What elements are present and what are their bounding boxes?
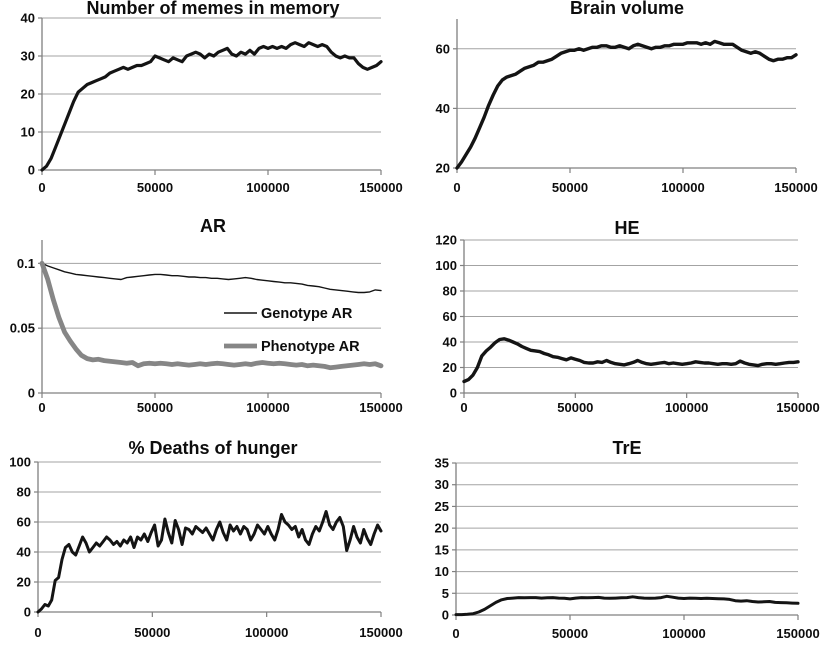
y-tick-label: 25 xyxy=(435,499,449,514)
he-plot: 0 20 40 60 80 100 120 0 50000 100000 150000 xyxy=(435,233,819,416)
y-tick-label: 100 xyxy=(435,258,457,273)
chart-memes-in-memory: Number of memes in memory 0 10 20 30 40 0 5000… xyxy=(0,0,414,215)
x-tick-label: 150000 xyxy=(776,626,819,641)
y-tick-label: 40 xyxy=(21,11,35,26)
tre-plot: 0 5 10 15 20 25 30 35 0 50000 100000 150000 xyxy=(435,456,820,642)
chart-title-memes: Number of memes in memory xyxy=(86,0,340,18)
y-tick-label: 120 xyxy=(435,233,457,248)
ar-plot: 0 0.05 0.1 0 50000 100000 150000 Genotype AR Phe… xyxy=(10,240,403,415)
y-tick-label: 80 xyxy=(443,284,457,299)
series-line-memes-in-memory xyxy=(40,41,383,172)
x-tick-label: 50000 xyxy=(557,400,593,415)
y-tick-label: 5 xyxy=(442,586,449,601)
x-tick-label: 150000 xyxy=(774,180,817,195)
series-line-phenotype-ar xyxy=(39,260,384,371)
x-tick-label: 50000 xyxy=(552,626,588,641)
x-tick-label: 100000 xyxy=(245,625,288,640)
y-tick-label: 0 xyxy=(28,163,35,178)
y-tick-label: 40 xyxy=(17,545,31,560)
y-tick-label: 0.1 xyxy=(17,256,35,271)
x-tick-label: 100000 xyxy=(246,180,289,195)
chart-brain-volume: Brain volume 20 40 60 0 50000 100000 150000 xyxy=(414,0,828,215)
y-tick-label: 30 xyxy=(435,477,449,492)
x-tick-label: 0 xyxy=(453,180,460,195)
y-tick-label: 20 xyxy=(443,360,457,375)
chart-title-deaths: % Deaths of hunger xyxy=(128,438,298,458)
x-tick-label: 100000 xyxy=(246,400,289,415)
y-tick-label: 20 xyxy=(17,575,31,590)
x-tick-label: 0 xyxy=(452,626,459,641)
y-tick-label: 60 xyxy=(17,515,31,530)
y-tick-label: 35 xyxy=(435,456,449,471)
x-tick-label: 0 xyxy=(38,180,45,195)
chart-title-ar: AR xyxy=(200,216,226,236)
x-tick-label: 0 xyxy=(38,400,45,415)
series-line-tre xyxy=(454,594,800,617)
y-tick-label: 15 xyxy=(435,542,449,557)
chart-title-he: HE xyxy=(614,218,640,238)
memes-plot: 0 10 20 30 40 0 50000 100000 150000 xyxy=(21,11,403,196)
y-tick-label: 0 xyxy=(442,608,449,623)
y-tick-label: 40 xyxy=(436,101,450,116)
y-tick-label: 0.05 xyxy=(10,321,35,336)
legend-label: Genotype AR xyxy=(261,306,353,322)
y-tick-label: 20 xyxy=(21,87,35,102)
chart-title-tre: TrE xyxy=(612,438,642,458)
x-tick-label: 50000 xyxy=(137,400,173,415)
chart-ar: AR 0 0.05 0.1 0 50000 100000 150000 Genotype AR… xyxy=(0,215,414,430)
brain-volume-plot: 20 40 60 0 50000 100000 150000 xyxy=(436,19,818,195)
x-tick-label: 150000 xyxy=(359,400,402,415)
x-tick-label: 150000 xyxy=(359,180,402,195)
chart-tre: TrE 0 5 10 15 20 25 30 35 0 50000 100000 150000 xyxy=(414,430,828,646)
y-tick-label: 60 xyxy=(443,309,457,324)
x-tick-label: 50000 xyxy=(552,180,588,195)
chart-title-brain-volume: Brain volume xyxy=(569,0,685,18)
y-tick-label: 30 xyxy=(21,49,35,64)
chart-he: HE 0 20 40 60 80 100 120 0 50000 100000 150000 xyxy=(414,215,828,430)
series-line-deaths-of-hunger xyxy=(36,510,383,614)
x-tick-label: 150000 xyxy=(359,625,402,640)
y-tick-label: 80 xyxy=(17,485,31,500)
chart-deaths-of-hunger: % Deaths of hunger 0 20 40 60 80 100 0 50000 100… xyxy=(0,430,414,646)
y-tick-label: 60 xyxy=(436,41,450,56)
y-tick-label: 20 xyxy=(436,161,450,176)
x-tick-label: 100000 xyxy=(661,180,704,195)
x-tick-label: 100000 xyxy=(662,626,705,641)
y-tick-label: 0 xyxy=(24,605,31,620)
legend-label: Phenotype AR xyxy=(261,339,360,355)
series-line-genotype-ar xyxy=(41,262,382,294)
y-tick-label: 10 xyxy=(435,564,449,579)
x-tick-label: 50000 xyxy=(137,180,173,195)
x-tick-label: 0 xyxy=(34,625,41,640)
y-tick-label: 40 xyxy=(443,335,457,350)
y-tick-label: 0 xyxy=(28,386,35,401)
series-line-brain-volume xyxy=(455,39,798,170)
x-tick-label: 50000 xyxy=(134,625,170,640)
x-tick-label: 0 xyxy=(460,400,467,415)
y-tick-label: 10 xyxy=(21,125,35,140)
deaths-plot: 0 20 40 60 80 100 0 50000 100000 150000 xyxy=(9,455,402,641)
y-tick-label: 100 xyxy=(9,455,31,470)
x-tick-label: 150000 xyxy=(776,400,819,415)
x-tick-label: 100000 xyxy=(665,400,708,415)
series-line-he xyxy=(462,337,800,384)
y-tick-label: 0 xyxy=(450,386,457,401)
y-tick-label: 20 xyxy=(435,521,449,536)
